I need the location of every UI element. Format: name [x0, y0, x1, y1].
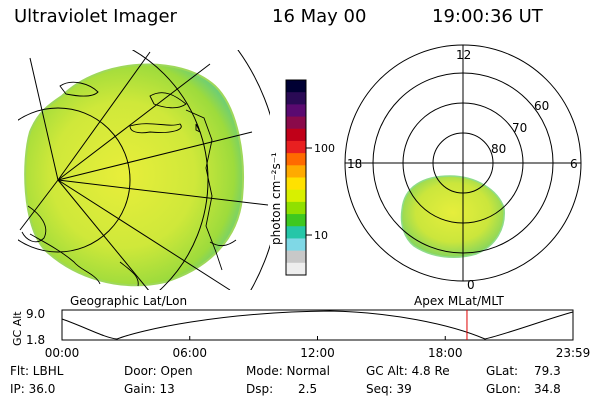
- mode-info: Mode: Normal: [246, 364, 330, 378]
- glat-value: 79.3: [534, 364, 561, 378]
- geographic-map: [18, 50, 270, 290]
- colorbar-unit-label: photon cm⁻²s⁻¹: [269, 152, 283, 245]
- filter-info: Flt: LBHL: [10, 364, 64, 378]
- colorbar-segment: [286, 116, 306, 130]
- colorbar-segment: [286, 201, 306, 215]
- altitude-ymax: 9.0: [26, 307, 45, 321]
- altitude-ylabel: GC Alt: [11, 311, 24, 346]
- polar-plot: [344, 44, 582, 282]
- altitude-xtick-2359: 23:59: [556, 346, 591, 360]
- altitude-xtick-1800: 18:00: [428, 346, 463, 360]
- apex-caption: Apex MLat/MLT: [414, 294, 504, 308]
- ip-info: IP: 36.0: [10, 382, 56, 396]
- dsp-value: 2.5: [298, 382, 318, 396]
- mlat-label-80: 80: [491, 142, 506, 156]
- glon-label: GLon:: [486, 382, 521, 396]
- mlt-label-6: 6: [570, 157, 578, 171]
- mlat-label-60: 60: [534, 99, 549, 113]
- colorbar: [285, 79, 307, 276]
- colorbar-segment: [286, 226, 306, 239]
- altitude-ymin: 1.8: [26, 333, 45, 347]
- coastlines: [21, 81, 237, 287]
- colorbar-segment: [286, 153, 306, 166]
- seq-info: Seq: 39: [366, 382, 412, 396]
- colorbar-segment: [286, 92, 306, 105]
- meridians: [19, 51, 269, 290]
- colorbar-frame: [285, 79, 307, 276]
- colorbar-segment: [286, 140, 306, 154]
- colorbar-ticks: [306, 147, 312, 236]
- lat-circle: [131, 50, 209, 290]
- colorbar-segment: [286, 128, 306, 142]
- glat-label: GLat:: [486, 364, 519, 378]
- time-label: 19:00:36 UT: [432, 6, 543, 27]
- colorbar-segment: [286, 250, 306, 264]
- auroral-image-left: [24, 63, 244, 287]
- lat-circle: [18, 107, 131, 253]
- geographic-caption: Geographic Lat/Lon: [70, 294, 187, 308]
- colorbar-segment: [286, 80, 306, 93]
- altitude-plot: [61, 309, 574, 341]
- gain-info: Gain: 13: [124, 382, 175, 396]
- mlat-label-70: 70: [512, 121, 527, 135]
- colorbar-segment: [286, 177, 306, 191]
- colorbar-segment: [286, 238, 306, 252]
- colorbar-segment: [286, 165, 306, 178]
- mlt-label-12: 12: [456, 48, 471, 62]
- colorbar-tick-10: 10: [314, 229, 328, 242]
- glon-value: 34.8: [534, 382, 561, 396]
- colorbar-segment: [286, 262, 306, 276]
- colorbar-tick-100: 100: [314, 142, 335, 155]
- altitude-xtick-1200: 12:00: [300, 346, 335, 360]
- altitude-curve: [61, 310, 574, 340]
- altitude-xtick-0600: 06:00: [172, 346, 207, 360]
- altitude-xtick-0000: 00:00: [45, 346, 80, 360]
- date-label: 16 May 00: [272, 6, 367, 27]
- auroral-oval-right: [400, 175, 505, 259]
- colorbar-segment: [286, 189, 306, 203]
- dsp-label: Dsp:: [246, 382, 274, 396]
- door-info: Door: Open: [124, 364, 193, 378]
- altitude-x-ticks: [61, 336, 574, 340]
- instrument-title: Ultraviolet Imager: [14, 6, 177, 27]
- colorbar-segment: [286, 214, 306, 227]
- mlt-label-18: 18: [347, 157, 362, 171]
- gc-alt-info: GC Alt: 4.8 Re: [366, 364, 450, 378]
- mlt-label-0: 0: [467, 278, 475, 292]
- colorbar-segment: [286, 104, 306, 118]
